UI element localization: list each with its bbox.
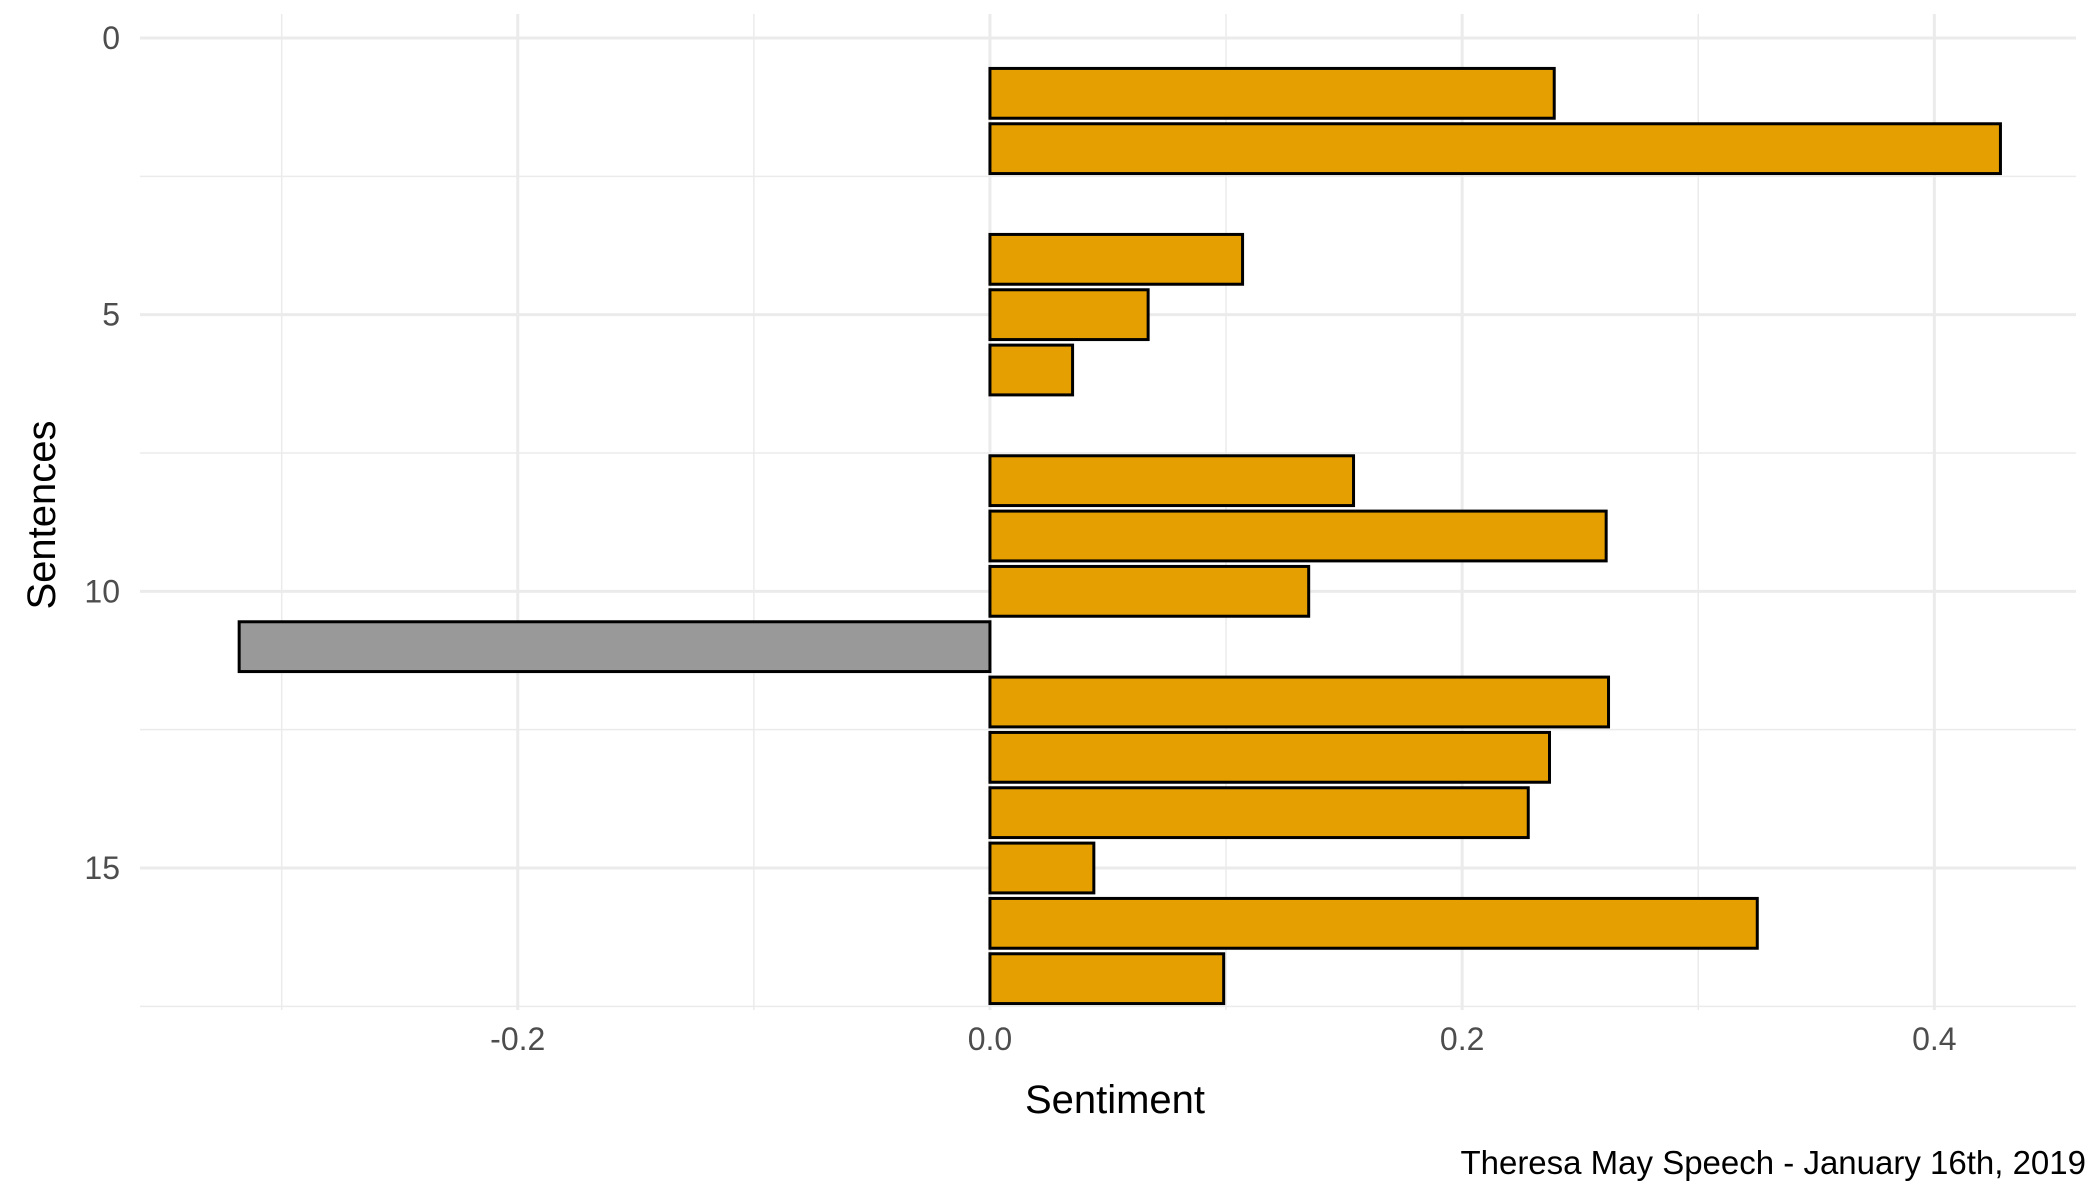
bar-sentence-9 [988,509,1608,563]
bar-sentence-15 [988,841,1096,895]
x-tick-labels: -0.2 0.0 0.2 0.4 [490,1021,1956,1057]
bar-sentence-1 [988,66,1556,120]
x-tick-label: 0.4 [1912,1021,1956,1057]
x-tick-label: 0.2 [1440,1021,1484,1057]
x-tick-label: 0.0 [968,1021,1012,1057]
bar-sentence-10 [988,564,1311,618]
y-tick-label: 10 [84,573,120,609]
bars [237,66,2002,1006]
y-axis-title: Sentences [20,420,64,609]
bar-sentence-11 [237,620,992,674]
bar-sentence-6 [988,343,1075,397]
bar-sentence-5 [988,288,1150,342]
bar-sentence-12 [988,675,1611,729]
bar-sentence-8 [988,454,1356,508]
chart-caption: Theresa May Speech - January 16th, 2019 [1460,1144,2086,1181]
bar-sentence-4 [988,232,1245,286]
y-tick-label: 15 [84,850,120,886]
y-tick-label: 0 [102,20,120,56]
bar-sentence-2 [988,122,2002,176]
bar-sentence-16 [988,896,1759,950]
bar-sentence-14 [988,786,1530,840]
y-tick-label: 5 [102,297,120,333]
x-tick-label: -0.2 [490,1021,545,1057]
y-tick-labels: 0 5 10 15 [84,20,120,886]
bar-sentence-13 [988,730,1552,784]
x-axis-title: Sentiment [1025,1078,1205,1122]
bar-sentence-17 [988,952,1226,1006]
